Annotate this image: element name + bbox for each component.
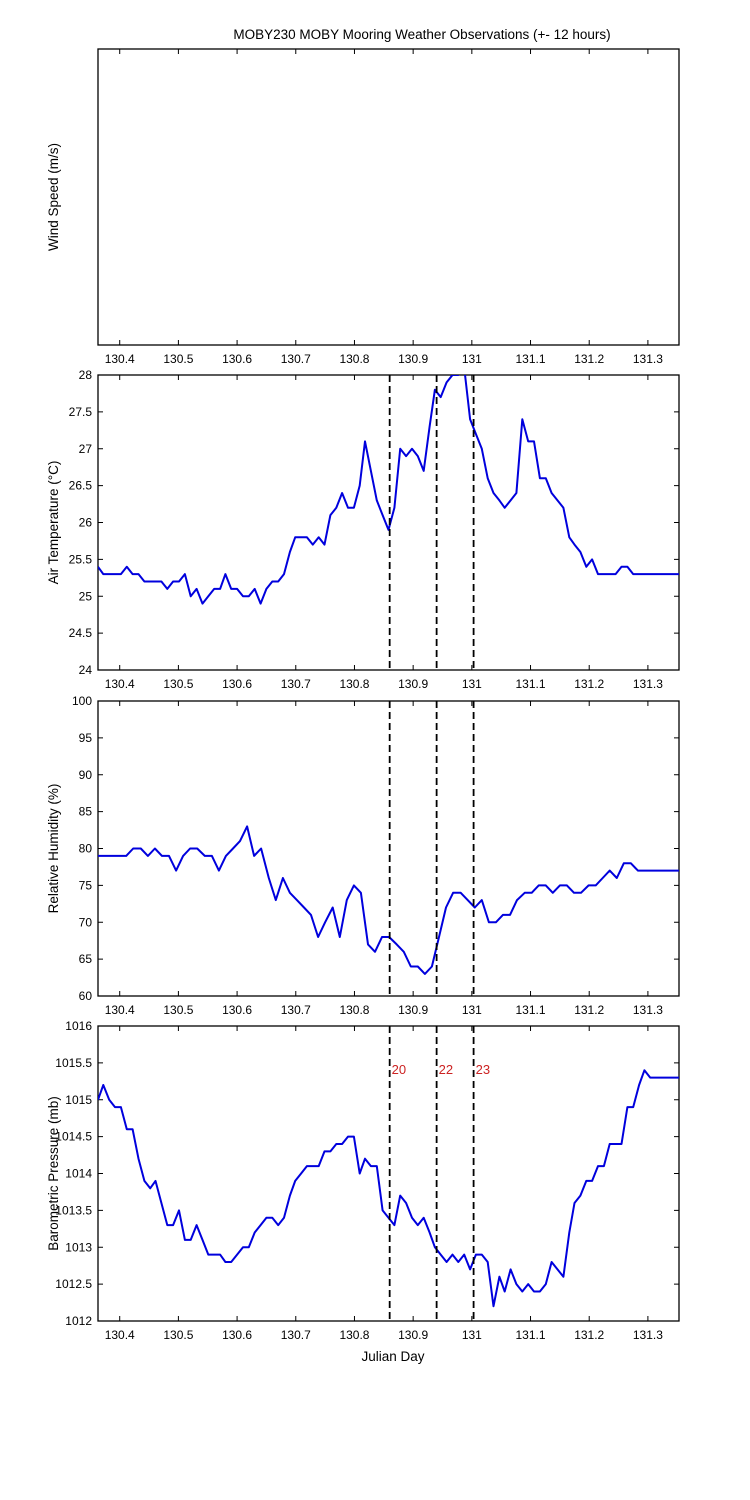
y-tick-label: 1013.5 [55, 1203, 92, 1217]
x-tick-label: 130.8 [339, 1003, 369, 1017]
x-tick-label: 131 [462, 677, 482, 691]
event-label: 23 [476, 1062, 490, 1077]
x-tick-label: 130.8 [339, 677, 369, 691]
x-tick-label: 130.6 [222, 352, 252, 366]
axes-box [97, 1025, 680, 1322]
x-tick-label: 130.7 [281, 677, 311, 691]
wind-speed-panel: 130.4 130.5 130.6 130.7 130.8 130.9 131 131.1 13… [46, 48, 680, 366]
x-tick-label: 130.4 [105, 352, 135, 366]
relative-humidity-panel: 130.4 130.5 130.6 130.7 130.8 130.9 131 131.1 13… [46, 694, 680, 1017]
x-tick-label: 130.4 [105, 677, 135, 691]
y-tick-label: 1013 [65, 1240, 92, 1254]
event-label: 20 [392, 1062, 406, 1077]
y-tick-label: 1014.5 [55, 1130, 92, 1144]
y-axis-label: Relative Humidity (%) [46, 784, 61, 914]
x-tick-label: 131.1 [516, 1003, 546, 1017]
x-tick-label: 131.3 [633, 1328, 663, 1342]
y-tick-label: 75 [79, 878, 93, 892]
y-axis-label: Barometric Pressure (mb) [46, 1096, 61, 1251]
x-tick-label: 130.6 [222, 1328, 252, 1342]
axes-box [97, 700, 680, 997]
x-tick-label: 130.9 [398, 352, 428, 366]
data-series-line [98, 375, 679, 605]
x-tick-label: 131.2 [574, 1328, 604, 1342]
y-tick-label: 1015.5 [55, 1056, 92, 1070]
x-tick-label: 131.1 [516, 352, 546, 366]
y-tick-label: 1012 [65, 1314, 92, 1328]
x-tick-label: 130.8 [339, 352, 369, 366]
y-tick-label: 27 [79, 442, 93, 456]
y-tick-label: 27.5 [69, 405, 93, 419]
x-tick-label: 130.9 [398, 1003, 428, 1017]
x-tick-label: 131.2 [574, 352, 604, 366]
x-tick-label: 130.5 [163, 1328, 193, 1342]
y-tick-label: 1012.5 [55, 1277, 92, 1291]
x-tick-label: 131 [462, 1328, 482, 1342]
y-tick-label: 24 [79, 663, 93, 677]
axes-box [97, 48, 680, 346]
x-tick-label: 130.6 [222, 1003, 252, 1017]
figure-title: MOBY230 MOBY Mooring Weather Observation… [233, 27, 610, 42]
x-tick-label: 130.9 [398, 677, 428, 691]
y-tick-label: 70 [79, 915, 93, 929]
y-tick-label: 25.5 [69, 552, 93, 566]
event-label: 22 [439, 1062, 453, 1077]
y-tick-label: 100 [72, 694, 92, 708]
x-tick-label: 130.9 [398, 1328, 428, 1342]
x-tick-label: 130.4 [105, 1003, 135, 1017]
y-tick-label: 85 [79, 805, 93, 819]
y-tick-label: 28 [79, 368, 93, 382]
barometric-pressure-panel: 130.4 130.5 130.6 130.7 130.8 130.9 131 131.1 13… [46, 1019, 680, 1342]
y-tick-label: 1016 [65, 1019, 92, 1033]
x-tick-label: 131.1 [516, 677, 546, 691]
x-tick-label: 131.3 [633, 352, 663, 366]
y-tick-label: 60 [79, 989, 93, 1003]
y-tick-label: 95 [79, 731, 93, 745]
x-tick-label: 130.7 [281, 1328, 311, 1342]
x-tick-label: 130.6 [222, 677, 252, 691]
x-tick-label: 131 [462, 352, 482, 366]
x-tick-label: 130.5 [163, 677, 193, 691]
x-tick-label: 131.3 [633, 677, 663, 691]
data-series-line [98, 1069, 679, 1308]
x-tick-label: 130.8 [339, 1328, 369, 1342]
y-tick-label: 1014 [65, 1167, 92, 1181]
y-tick-label: 26.5 [69, 479, 93, 493]
y-axis-label: Wind Speed (m/s) [46, 143, 61, 251]
y-tick-label: 65 [79, 952, 93, 966]
x-tick-label: 130.5 [163, 352, 193, 366]
x-tick-label: 130.5 [163, 1003, 193, 1017]
x-tick-label: 130.7 [281, 352, 311, 366]
y-tick-label: 24.5 [69, 626, 93, 640]
x-tick-label: 130.7 [281, 1003, 311, 1017]
air-temperature-panel: 130.4 130.5 130.6 130.7 130.8 130.9 131 131.1 13… [46, 368, 680, 691]
y-tick-label: 25 [79, 589, 93, 603]
x-tick-label: 131.2 [574, 1003, 604, 1017]
x-tick-label: 131.2 [574, 677, 604, 691]
y-tick-label: 1015 [65, 1093, 92, 1107]
axes-box [97, 374, 680, 671]
y-tick-label: 80 [79, 842, 93, 856]
x-tick-label: 131.1 [516, 1328, 546, 1342]
x-axis-label: Julian Day [361, 1349, 424, 1364]
x-tick-label: 131.3 [633, 1003, 663, 1017]
y-tick-label: 26 [79, 516, 93, 530]
y-tick-label: 90 [79, 768, 93, 782]
y-axis-label: Air Temperature (°C) [46, 461, 61, 585]
x-tick-label: 131 [462, 1003, 482, 1017]
x-tick-label: 130.4 [105, 1328, 135, 1342]
